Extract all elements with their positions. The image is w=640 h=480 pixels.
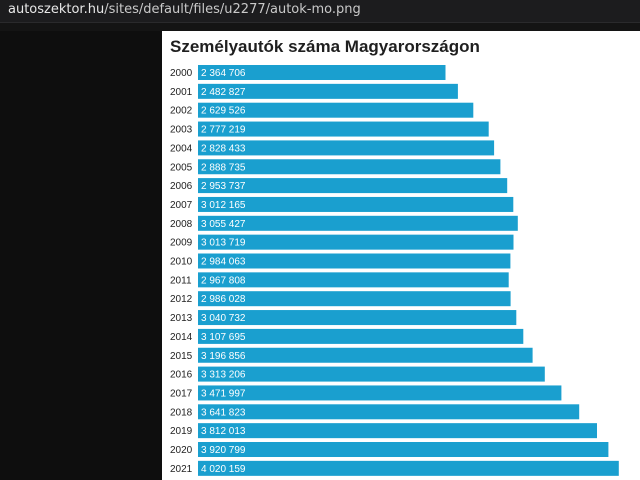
bar-2008 <box>198 215 518 231</box>
year-label: 2007 <box>170 200 193 211</box>
year-label: 2004 <box>170 143 193 154</box>
value-label: 3 107 695 <box>201 332 246 343</box>
value-label: 3 313 206 <box>201 370 246 381</box>
value-label: 3 055 427 <box>201 219 246 230</box>
value-label: 2 888 735 <box>201 162 246 173</box>
chart-title: Személyautók száma Magyarországon <box>170 37 480 56</box>
bar-2014 <box>198 328 524 344</box>
address-url[interactable]: autoszektor.hu/sites/default/files/u2277… <box>8 2 361 17</box>
bar-2019 <box>198 423 597 439</box>
image-viewer: Személyautók száma Magyarországon 2000 2 … <box>162 31 640 480</box>
year-label: 2020 <box>170 445 193 456</box>
year-label: 2012 <box>170 294 193 305</box>
address-bar[interactable]: autoszektor.hu/sites/default/files/u2277… <box>0 0 640 23</box>
year-label: 2021 <box>170 464 193 475</box>
value-label: 2 482 827 <box>201 87 246 98</box>
toolbar-divider <box>0 23 640 31</box>
bar-2001 <box>198 83 458 99</box>
year-label: 2002 <box>170 106 193 117</box>
bar-2004 <box>198 140 495 156</box>
value-label: 2 986 028 <box>201 294 246 305</box>
bar-2012 <box>198 291 511 307</box>
value-label: 3 196 856 <box>201 351 246 362</box>
value-label: 3 920 799 <box>201 445 246 456</box>
year-label: 2010 <box>170 257 193 268</box>
year-label: 2000 <box>170 68 193 79</box>
value-label: 3 013 719 <box>201 238 246 249</box>
value-label: 3 812 013 <box>201 426 246 437</box>
year-label: 2001 <box>170 87 193 98</box>
value-label: 3 641 823 <box>201 407 246 418</box>
value-label: 2 967 808 <box>201 275 246 286</box>
value-label: 3 012 165 <box>201 200 246 211</box>
bar-2015 <box>198 347 533 363</box>
address-host: autoszektor.hu <box>8 2 105 17</box>
year-label: 2011 <box>170 275 192 286</box>
bar-2010 <box>198 253 511 269</box>
bar-2013 <box>198 310 517 326</box>
bar-2002 <box>198 102 474 118</box>
bar-2003 <box>198 121 489 137</box>
year-label: 2018 <box>170 407 193 418</box>
value-label: 2 828 433 <box>201 143 246 154</box>
year-label: 2017 <box>170 388 193 399</box>
year-label: 2016 <box>170 370 193 381</box>
value-label: 2 364 706 <box>201 68 246 79</box>
year-label: 2005 <box>170 162 193 173</box>
value-label: 2 953 737 <box>201 181 246 192</box>
value-label: 2 777 219 <box>201 125 246 136</box>
value-label: 3 471 997 <box>201 388 246 399</box>
year-label: 2009 <box>170 238 193 249</box>
bar-2018 <box>198 404 580 420</box>
bar-chart: 2000 2 364 706 2001 2 482 827 2002 2 629 526 2… <box>170 65 619 476</box>
bar-2007 <box>198 196 514 212</box>
bar-2017 <box>198 385 562 401</box>
year-label: 2014 <box>170 332 193 343</box>
address-path: /sites/default/files/u2277/autok-mo.png <box>104 2 361 17</box>
value-label: 2 984 063 <box>201 257 246 268</box>
bar-2020 <box>198 442 609 457</box>
year-label: 2013 <box>170 313 193 324</box>
year-label: 2006 <box>170 181 193 192</box>
year-label: 2008 <box>170 219 193 230</box>
year-label: 2019 <box>170 426 193 437</box>
year-label: 2015 <box>170 351 193 362</box>
bar-2016 <box>198 366 545 382</box>
value-label: 4 020 159 <box>201 464 246 475</box>
value-label: 2 629 526 <box>201 106 246 117</box>
bar-2006 <box>198 178 508 194</box>
year-label: 2003 <box>170 125 193 136</box>
bar-2000 <box>198 65 446 80</box>
bar-2009 <box>198 234 514 250</box>
value-label: 3 040 732 <box>201 313 246 324</box>
bar-2021 <box>198 460 619 476</box>
bar-2005 <box>198 159 501 175</box>
bar-2011 <box>198 272 509 288</box>
